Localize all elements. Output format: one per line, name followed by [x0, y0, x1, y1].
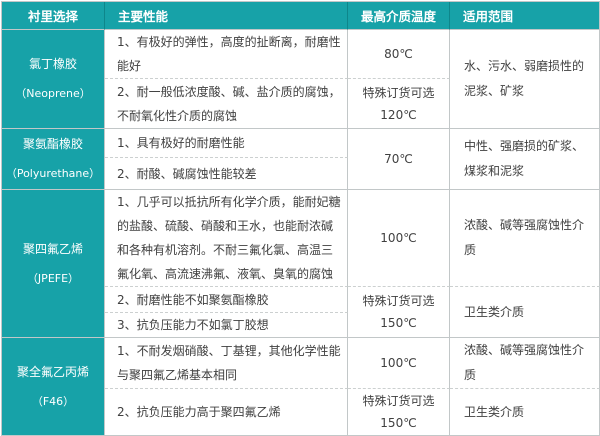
header-applicable-range: 适用范围	[450, 2, 600, 30]
header-row: 衬里选择 主要性能 最高介质温度 适用范围	[2, 2, 600, 30]
temperature-note: 特殊订货可选	[362, 394, 435, 408]
material-name-en: （F46）	[31, 394, 75, 408]
performance-cell: 2、耐酸、碱腐蚀性能较差	[105, 158, 348, 190]
temperature-value: 120℃	[380, 107, 417, 122]
material-cell-neoprene: 氯丁橡胶 （Neoprene）	[2, 30, 105, 129]
material-name: 聚四氟乙烯	[22, 241, 83, 256]
scope-cell: 中性、强磨损的矿浆、煤浆和泥浆	[450, 129, 600, 190]
temperature-cell: 80℃	[348, 30, 450, 79]
table-row: 聚全氟乙丙烯 （F46） 1、不耐发烟硝酸、丁基锂，其他化学性能与聚四氟乙烯基本…	[2, 338, 600, 436]
temperature-cell: 100℃	[348, 190, 450, 287]
temperature-cell: 特殊订货可选 120℃	[348, 79, 450, 129]
material-name-en: （Polyurethane）	[5, 167, 101, 180]
table-row: 2、耐磨性能不如聚氨酯橡胶 特殊订货可选 150℃ 卫生类介质	[2, 287, 600, 338]
performance-cell: 1、几乎可以抵抗所有化学介质，能耐妃糖的盐酸、硫酸、硝酸和王水，也能耐浓碱和各种…	[105, 190, 348, 287]
temperature-value: 150℃	[380, 316, 417, 330]
table-row: 氯丁橡胶 （Neoprene） 1、有极好的弹性，高度的扯断离，耐磨性能好 80…	[2, 30, 600, 129]
temperature-note: 特殊订货可选	[362, 85, 435, 100]
scope-cell: 浓酸、碱等强腐蚀性介质	[450, 338, 600, 389]
table-row: 聚氨酯橡胶 （Polyurethane） 1、具有极好的耐磨性能 70℃ 中性、…	[2, 129, 600, 190]
performance-cell: 2、耐一般低浓度酸、碱、盐介质的腐蚀，不耐氧化性介质的腐蚀	[105, 79, 348, 129]
temperature-cell: 特殊订货可选 150℃	[348, 389, 450, 436]
table-row: 3、抗负压能力不如氯丁胶想	[2, 313, 600, 338]
temperature-cell: 70℃	[348, 129, 450, 190]
material-name-en: （Neoprene）	[15, 87, 91, 100]
performance-cell: 1、具有极好的耐磨性能	[105, 129, 348, 159]
header-max-medium-temperature: 最高介质温度	[348, 2, 450, 30]
material-name: 聚全氟乙丙烯	[16, 364, 89, 379]
table-row: 2、耐一般低浓度酸、碱、盐介质的腐蚀，不耐氧化性介质的腐蚀 特殊订货可选 120…	[2, 79, 600, 129]
table-row: 2、耐酸、碱腐蚀性能较差	[2, 158, 600, 190]
performance-cell: 2、抗负压能力高于聚四氟乙烯	[105, 389, 348, 436]
material-name-en: （JPEFE）	[26, 271, 80, 285]
material-name: 聚氨酯橡胶	[22, 137, 83, 151]
scope-cell: 卫生类介质	[450, 389, 600, 436]
temperature-note: 特殊订货可选	[362, 294, 435, 308]
material-cell-polyurethane: 聚氨酯橡胶 （Polyurethane）	[2, 129, 105, 190]
performance-cell: 2、耐磨性能不如聚氨酯橡胶	[105, 287, 348, 313]
performance-cell: 3、抗负压能力不如氯丁胶想	[105, 313, 348, 338]
temperature-cell: 特殊订货可选 150℃	[348, 287, 450, 338]
performance-cell: 1、不耐发烟硝酸、丁基锂，其他化学性能与聚四氟乙烯基本相同	[105, 338, 348, 389]
material-cell-f46: 聚全氟乙丙烯 （F46）	[2, 338, 105, 436]
material-name: 氯丁橡胶	[28, 57, 77, 71]
temperature-value: 150℃	[380, 416, 417, 430]
header-main-performance: 主要性能	[105, 2, 348, 30]
scope-cell: 浓酸、碱等强腐蚀性介质	[450, 190, 600, 287]
scope-cell: 水、污水、弱磨损性的泥浆、矿浆	[450, 30, 600, 129]
table-row: 聚四氟乙烯 （JPEFE） 1、几乎可以抵抗所有化学介质，能耐妃糖的盐酸、硫酸、…	[2, 190, 600, 338]
temperature-cell: 100℃	[348, 338, 450, 389]
performance-cell: 1、有极好的弹性，高度的扯断离，耐磨性能好	[105, 30, 348, 79]
scope-cell: 卫生类介质	[450, 287, 600, 338]
material-cell-ptfe: 聚四氟乙烯 （JPEFE）	[2, 190, 105, 338]
header-lining-selection: 衬里选择	[2, 2, 105, 30]
